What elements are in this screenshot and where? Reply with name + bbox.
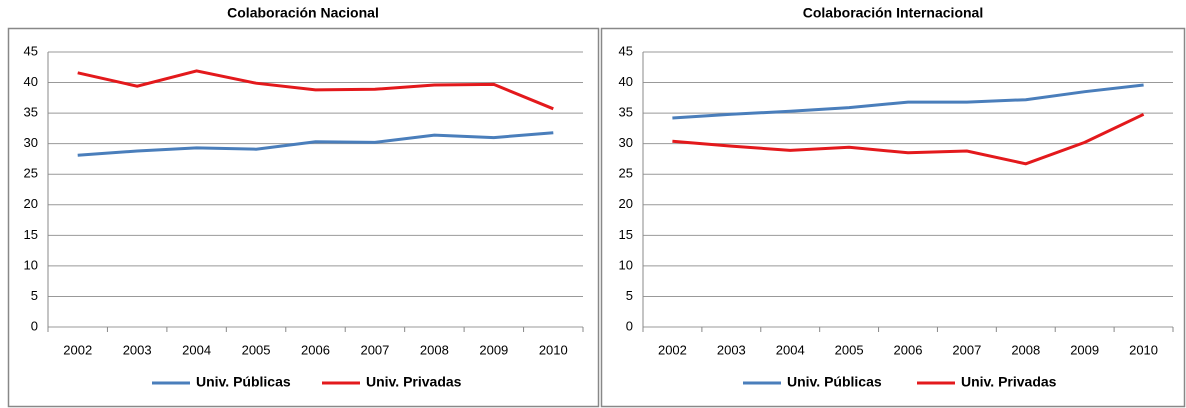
line-series [77,69,554,111]
y-tick-label: 5 [626,288,633,303]
x-tick-label: 2008 [1011,342,1040,357]
x-tick-label: 2005 [835,342,864,357]
x-tick-label: 2003 [717,342,746,357]
legend-label: Univ. Públicas [787,374,882,390]
x-tick-label: 2005 [242,342,271,357]
x-tick-label: 2004 [182,342,211,357]
y-tick-label: 40 [24,74,38,89]
panel-frame [7,27,600,408]
legend-label: Univ. Privadas [961,374,1057,390]
panel-frame [600,27,1186,408]
legend-label: Univ. Privadas [366,374,462,390]
legend-label: Univ. Públicas [196,374,291,390]
y-tick-label: 45 [24,43,38,58]
y-tick-label: 0 [626,318,633,333]
y-tick-label: 25 [24,166,38,181]
y-tick-label: 20 [24,196,38,211]
y-tick-label: 25 [619,166,633,181]
y-tick-label: 15 [24,227,38,242]
y-tick-label: 35 [24,105,38,120]
y-tick-label: 30 [619,135,633,150]
x-tick-label: 2009 [1070,342,1099,357]
x-tick-label: 2010 [539,342,568,357]
y-tick-label: 15 [619,227,633,242]
x-tick-label: 2006 [894,342,923,357]
chart-title: Colaboración Internacional [803,5,983,21]
y-tick-label: 30 [24,135,38,150]
line-series [77,131,554,157]
y-tick-label: 45 [619,43,633,58]
y-tick-label: 5 [31,288,38,303]
y-tick-label: 10 [619,257,633,272]
x-tick-label: 2007 [952,342,981,357]
x-tick-label: 2003 [123,342,152,357]
y-tick-label: 10 [24,257,38,272]
y-tick-label: 40 [619,74,633,89]
y-tick-label: 0 [31,318,38,333]
chart-title: Colaboración Nacional [227,5,379,21]
x-tick-label: 2010 [1129,342,1158,357]
y-tick-label: 35 [619,105,633,120]
x-tick-label: 2002 [658,342,687,357]
y-tick-label: 20 [619,196,633,211]
line-series [672,83,1144,120]
x-tick-label: 2004 [776,342,805,357]
x-tick-label: 2007 [360,342,389,357]
x-tick-label: 2009 [479,342,508,357]
x-tick-label: 2006 [301,342,330,357]
x-tick-label: 2002 [63,342,92,357]
x-tick-label: 2008 [420,342,449,357]
line-series [672,112,1145,166]
